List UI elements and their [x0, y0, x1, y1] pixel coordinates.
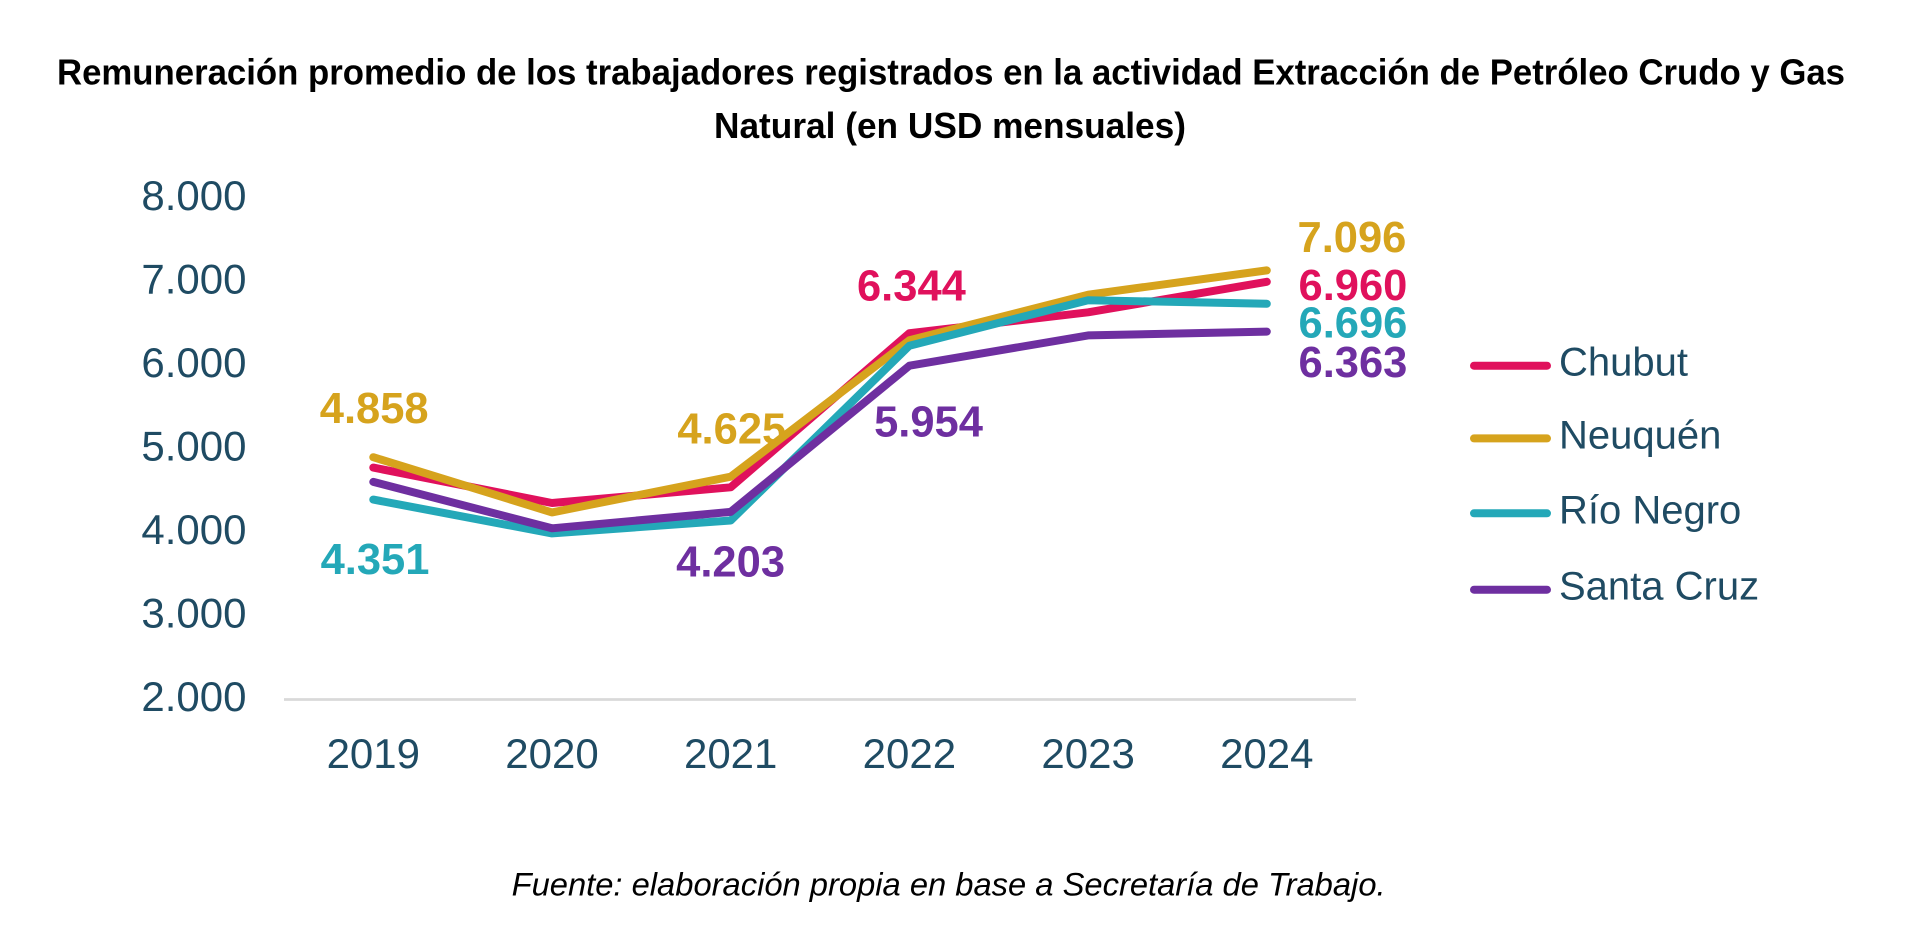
- svg-text:6.344: 6.344: [857, 263, 966, 311]
- svg-text:4.203: 4.203: [676, 539, 785, 587]
- svg-text:5.000: 5.000: [141, 422, 246, 469]
- svg-text:6.363: 6.363: [1299, 339, 1408, 387]
- svg-text:2022: 2022: [863, 730, 956, 777]
- svg-text:4.000: 4.000: [141, 506, 246, 553]
- svg-text:6.960: 6.960: [1299, 262, 1408, 310]
- svg-text:Neuquén: Neuquén: [1559, 413, 1721, 457]
- svg-text:Remuneración promedio de los t: Remuneración promedio de los trabajadore…: [57, 52, 1845, 93]
- svg-text:4.351: 4.351: [321, 536, 430, 584]
- svg-text:Río Negro: Río Negro: [1559, 488, 1741, 532]
- svg-text:5.954: 5.954: [874, 399, 983, 447]
- svg-text:Chubut: Chubut: [1559, 341, 1688, 385]
- svg-text:Santa Cruz: Santa Cruz: [1559, 565, 1759, 609]
- svg-text:2.000: 2.000: [141, 673, 246, 720]
- svg-text:6.696: 6.696: [1299, 300, 1408, 348]
- svg-text:Fuente: elaboración propia en: Fuente: elaboración propia en base a Sec…: [512, 867, 1386, 903]
- svg-text:2023: 2023: [1041, 730, 1134, 777]
- svg-text:3.000: 3.000: [141, 589, 246, 636]
- svg-text:2021: 2021: [684, 730, 777, 777]
- svg-text:2024: 2024: [1220, 730, 1313, 777]
- svg-text:7.000: 7.000: [141, 256, 246, 303]
- svg-text:2019: 2019: [327, 730, 420, 777]
- svg-text:2020: 2020: [505, 730, 598, 777]
- svg-text:Natural (en USD mensuales): Natural (en USD mensuales): [714, 105, 1186, 146]
- svg-text:6.000: 6.000: [141, 339, 246, 386]
- svg-text:8.000: 8.000: [141, 172, 246, 219]
- svg-text:4.625: 4.625: [677, 405, 786, 453]
- svg-text:7.096: 7.096: [1298, 214, 1407, 262]
- svg-text:4.858: 4.858: [320, 385, 429, 433]
